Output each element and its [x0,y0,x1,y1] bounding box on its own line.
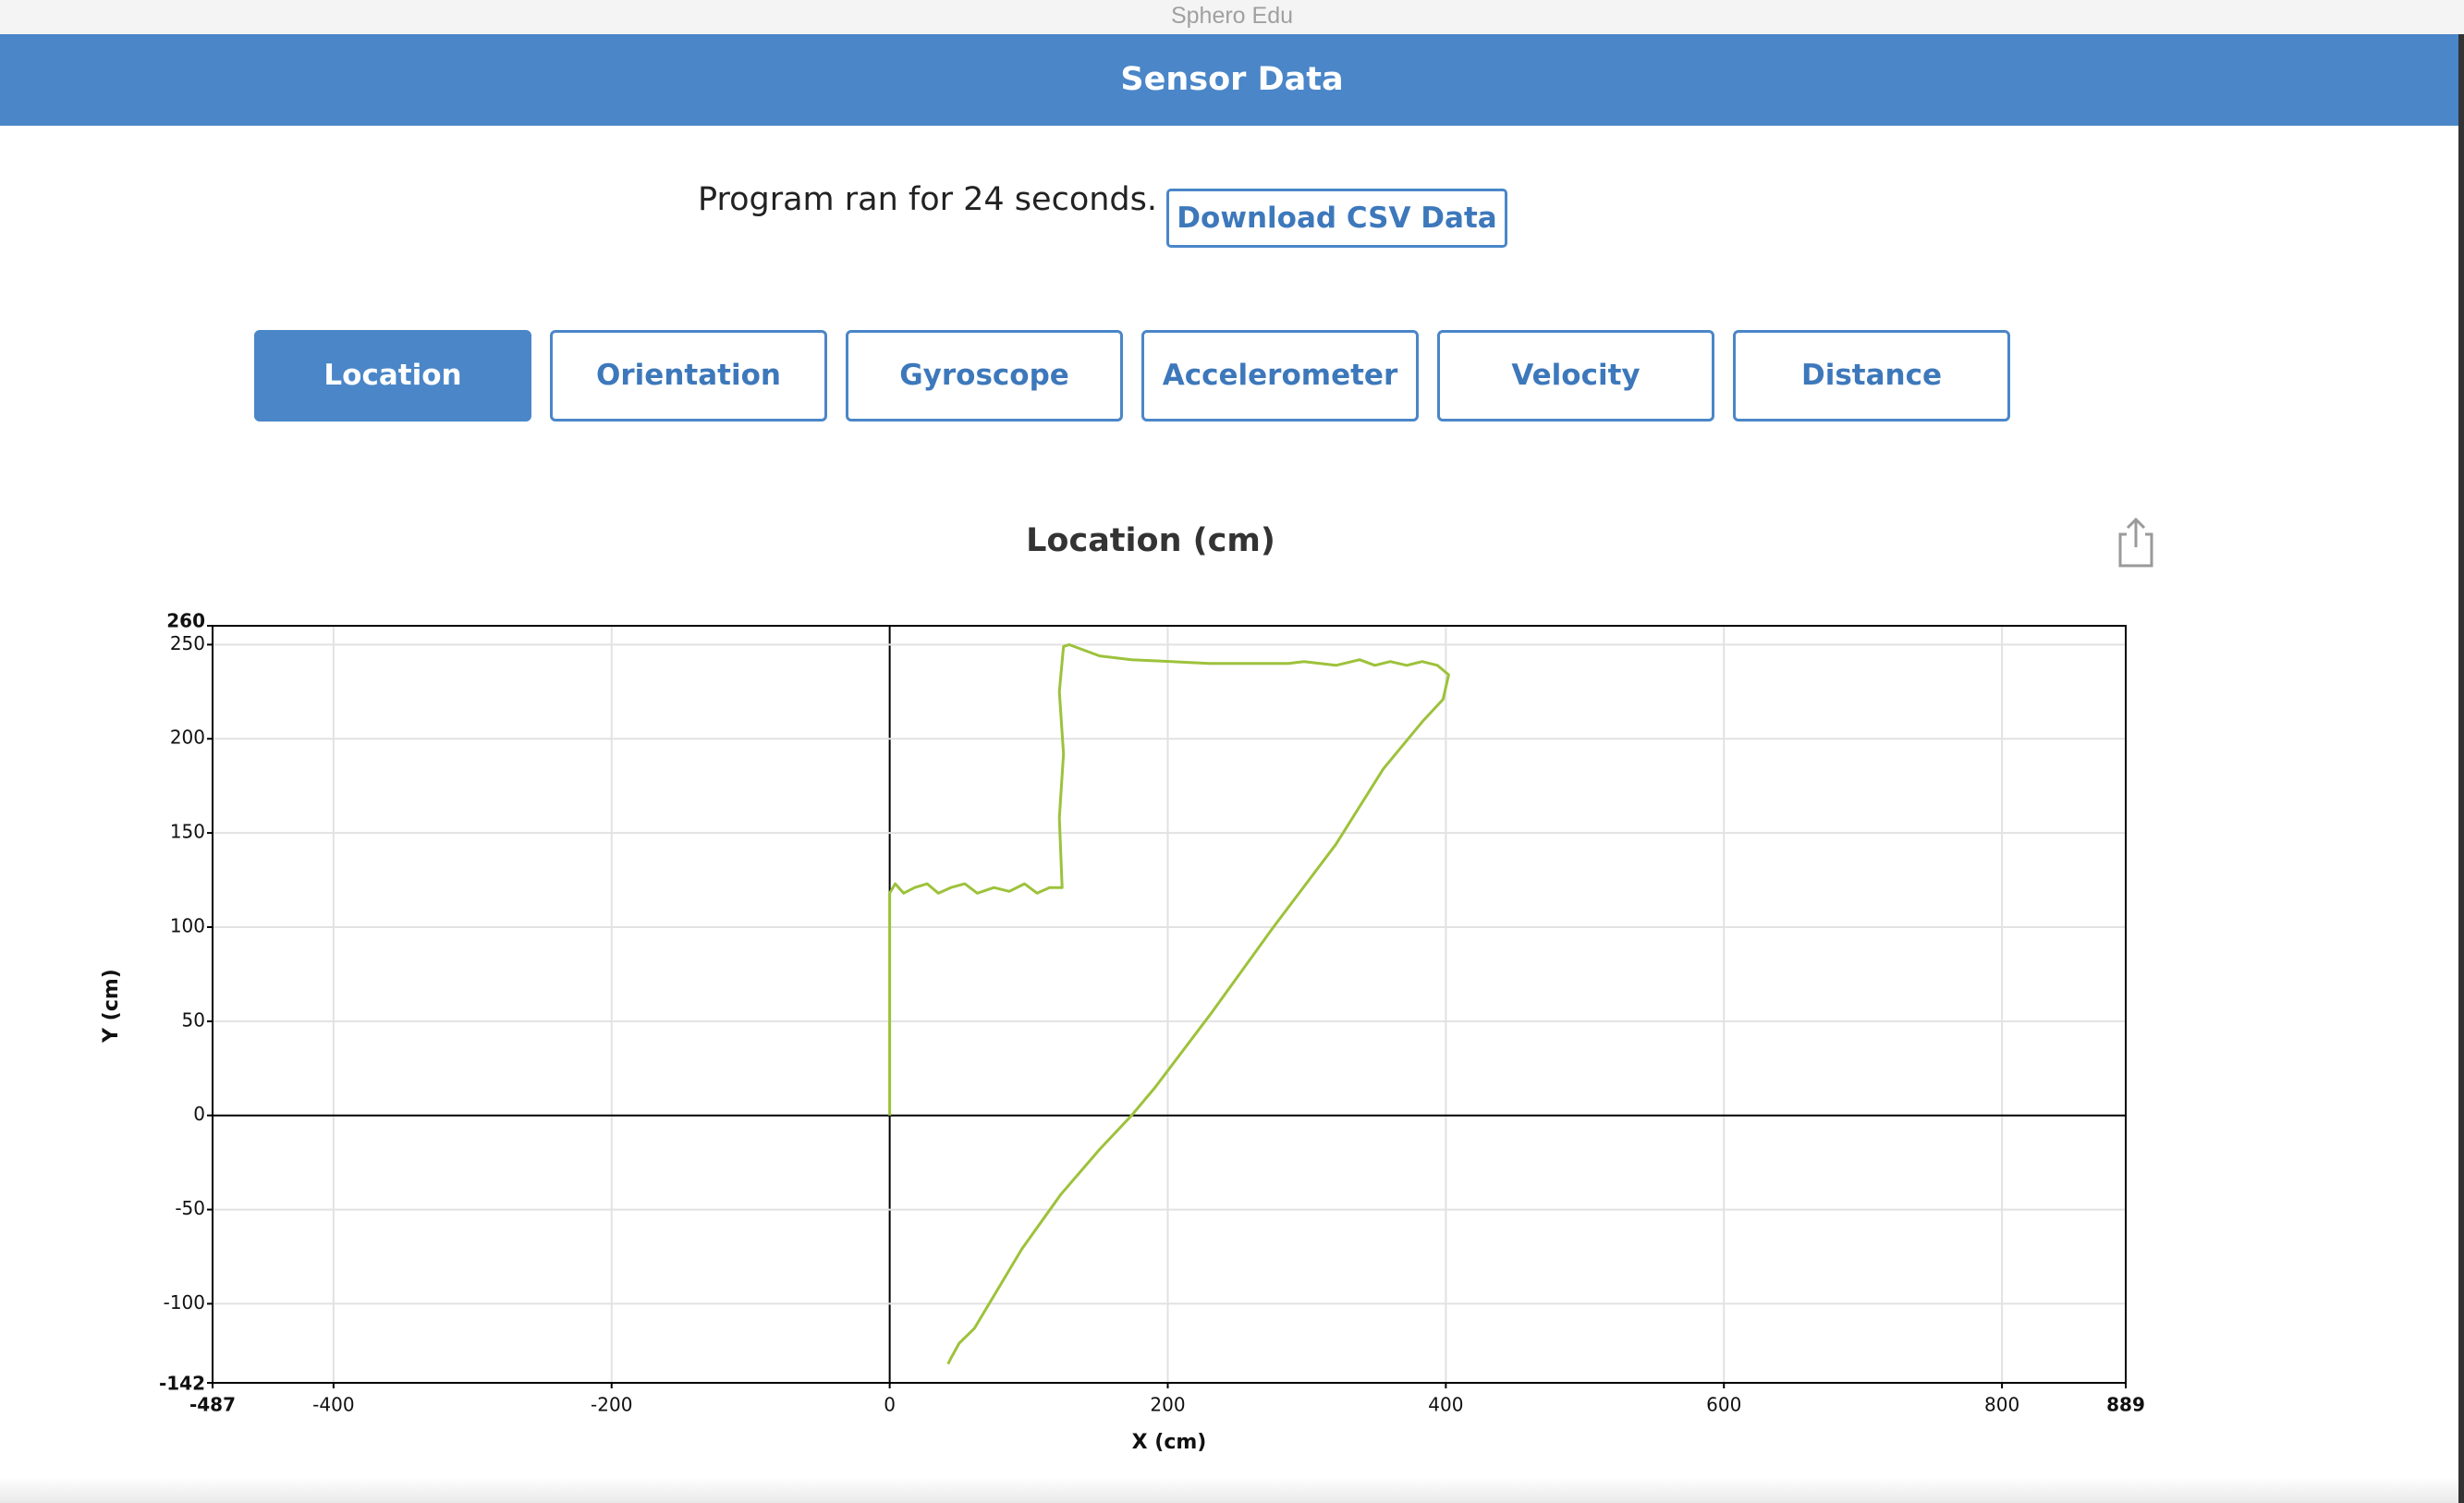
tab[interactable]: Velocity [1437,330,1714,422]
x-tick-label: 400 [1428,1394,1463,1416]
x-tick-label: -487 [189,1394,236,1416]
header: Sensor Data [0,34,2464,126]
y-tick-label: -142 [159,1373,205,1395]
x-tick-label: -200 [591,1394,632,1416]
tab[interactable]: Gyroscope [846,330,1123,422]
x-tick-label: -400 [312,1394,354,1416]
y-tick-label: 50 [182,1008,205,1031]
y-tick-label: 0 [193,1103,205,1125]
y-axis-label: Y (cm) [100,969,123,1044]
share-arrow [2126,517,2146,547]
y-tick-label: 250 [170,632,205,654]
window-title: Sphero Edu [0,0,2464,34]
y-tick-label: 100 [170,914,205,936]
y-tick-label: 200 [170,727,205,749]
download-button[interactable]: Download CSV Data [1166,189,1507,248]
x-tick-label: 800 [1984,1394,2019,1416]
x-axis-label: X (cm) [1132,1431,1207,1454]
y-tick-label: 150 [170,821,205,843]
plot-border [212,625,2127,1384]
chart-title: Location (cm) [1026,522,1275,559]
x-tick-label: 889 [2106,1394,2145,1416]
share-box [2118,532,2153,568]
y-tick-label: -100 [164,1291,205,1314]
y-tick-label: -50 [175,1197,205,1219]
x-tick-label: 200 [1150,1394,1185,1416]
location-path [888,642,1450,1365]
tab[interactable]: Accelerometer [1141,330,1419,422]
y-tick-label: 260 [166,610,205,632]
window-edge [2458,34,2464,1503]
tab[interactable]: Orientation [550,330,827,422]
tab[interactable]: Location [254,330,531,422]
x-tick-label: 600 [1706,1394,1741,1416]
bottom-shadow [0,1477,2464,1503]
tab[interactable]: Distance [1733,330,2010,422]
share-icon[interactable] [2118,517,2153,568]
x-tick-label: 0 [884,1394,896,1416]
run-info: Program ran for 24 seconds. [697,181,1157,218]
